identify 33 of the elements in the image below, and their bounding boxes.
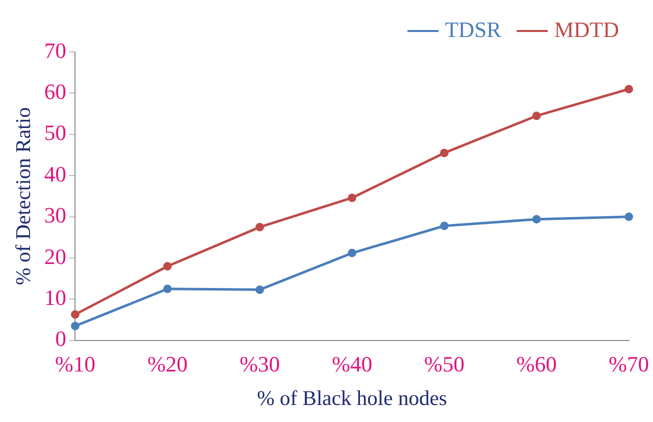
point <box>255 285 264 294</box>
point <box>440 148 449 158</box>
y-tick-label: 70 <box>44 38 66 63</box>
x-tick-label: %50 <box>424 351 464 376</box>
x-axis-title: % of Black hole nodes <box>256 386 448 410</box>
x-tick-label: %70 <box>608 351 649 376</box>
y-tick-label: 50 <box>44 120 66 146</box>
point <box>255 222 264 232</box>
x-tick-label: %10 <box>55 351 96 376</box>
legend-label: MDTD <box>554 16 620 42</box>
y-tick-label: 10 <box>44 284 66 310</box>
x-tick-label: %30 <box>240 351 280 376</box>
y-tick-label: 30 <box>44 202 66 228</box>
point <box>163 284 172 294</box>
legend-label: TDSR <box>444 16 502 42</box>
y-tick-label: 40 <box>44 161 66 186</box>
x-tick-label: %60 <box>516 351 557 376</box>
point <box>70 322 80 330</box>
point <box>624 84 634 94</box>
y-tick-label: 20 <box>44 244 66 269</box>
point <box>70 310 80 319</box>
point <box>624 212 634 222</box>
point <box>348 194 356 202</box>
x-tick-label: %40 <box>332 351 372 376</box>
point <box>348 248 356 258</box>
point <box>532 112 541 120</box>
point <box>532 215 541 224</box>
y-axis-title: % of Detection Ratio <box>11 107 36 286</box>
point <box>440 222 449 230</box>
y-tick-label: 60 <box>44 78 66 104</box>
point <box>163 262 172 270</box>
y-tick-label: 0 <box>55 326 66 352</box>
x-tick-label: %20 <box>147 351 188 376</box>
